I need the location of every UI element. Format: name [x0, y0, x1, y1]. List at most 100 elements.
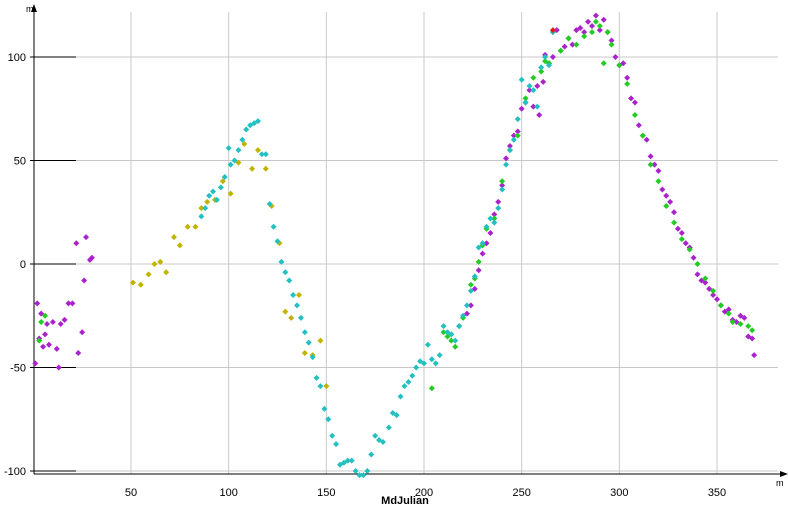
data-point — [514, 128, 521, 135]
data-point — [624, 74, 631, 81]
data-point — [385, 424, 392, 431]
data-point — [491, 219, 498, 226]
data-point — [282, 269, 289, 276]
data-point — [479, 250, 486, 257]
data-point — [356, 472, 363, 479]
data-point — [471, 273, 478, 280]
data-point — [592, 12, 599, 19]
data-point — [514, 132, 521, 139]
x-tick-label: 250 — [512, 487, 530, 499]
data-point — [424, 341, 431, 348]
data-point — [631, 111, 638, 118]
data-point — [467, 287, 474, 294]
data-point — [495, 198, 502, 205]
y-tick-label: 50 — [14, 156, 26, 168]
data-point — [227, 190, 234, 197]
data-point — [436, 352, 443, 359]
data-point — [463, 302, 470, 309]
data-point — [671, 209, 678, 216]
data-point — [479, 240, 486, 247]
data-point — [487, 215, 494, 222]
data-point — [221, 174, 228, 181]
data-point — [157, 258, 164, 265]
data-point — [729, 318, 736, 325]
data-point — [491, 211, 498, 218]
data-point — [65, 300, 72, 307]
data-point — [565, 35, 572, 42]
data-point — [282, 308, 289, 315]
data-point — [456, 323, 463, 330]
data-point — [235, 147, 242, 154]
data-point — [32, 360, 39, 367]
data-point — [83, 234, 90, 241]
data-point — [241, 140, 248, 147]
data-point — [499, 186, 506, 193]
data-point — [217, 184, 224, 191]
data-point — [631, 99, 638, 106]
y-tick-label: -100 — [4, 466, 26, 478]
data-point — [538, 64, 545, 71]
data-point — [329, 432, 336, 439]
data-point — [596, 22, 603, 29]
data-point — [690, 254, 697, 261]
data-point — [274, 238, 281, 245]
data-point — [546, 62, 553, 69]
data-point — [309, 354, 316, 361]
data-point — [510, 136, 517, 143]
data-point — [360, 472, 367, 479]
data-point — [432, 360, 439, 367]
data-point — [88, 254, 95, 261]
data-point — [202, 205, 209, 212]
data-point — [475, 258, 482, 265]
data-point — [79, 329, 86, 336]
data-point — [647, 153, 654, 160]
data-point — [534, 82, 541, 89]
data-point — [530, 103, 537, 110]
data-point — [301, 350, 308, 357]
data-point — [36, 337, 43, 344]
data-point — [206, 192, 213, 199]
data-point — [258, 151, 265, 158]
data-point — [536, 111, 543, 118]
data-point — [710, 292, 717, 299]
data-point — [624, 80, 631, 87]
data-point — [671, 219, 678, 226]
data-point — [231, 157, 238, 164]
data-point — [557, 47, 564, 54]
data-point — [495, 205, 502, 212]
data-point — [198, 213, 205, 220]
data-point — [176, 242, 183, 249]
data-point — [49, 318, 56, 325]
data-point — [313, 374, 320, 381]
y-tick-label: 0 — [20, 259, 26, 271]
data-point — [42, 331, 49, 338]
data-point — [573, 41, 580, 48]
data-point — [352, 468, 359, 474]
data-point — [475, 244, 482, 251]
data-point — [405, 378, 412, 385]
data-point — [372, 432, 379, 439]
data-point — [421, 360, 427, 367]
data-point — [549, 27, 556, 34]
data-point — [204, 198, 211, 205]
data-point — [40, 343, 47, 350]
data-point — [678, 236, 685, 243]
y-axis-arrow — [31, 4, 37, 12]
data-point — [751, 352, 758, 359]
data-point — [694, 271, 701, 278]
x-tick-label: 100 — [219, 487, 237, 499]
data-point — [368, 451, 375, 458]
data-point — [460, 312, 467, 319]
data-point — [616, 62, 623, 69]
data-point — [344, 457, 351, 464]
data-point — [452, 337, 459, 344]
data-point — [225, 145, 232, 152]
tick-labels: 50 100 150 200 250 300 350 -100 -50 0 50 100 — [4, 52, 726, 499]
data-points — [32, 12, 758, 479]
data-point — [294, 302, 301, 309]
data-point — [506, 143, 513, 150]
series-5 — [549, 27, 556, 34]
data-point — [600, 60, 607, 67]
data-point — [663, 192, 670, 199]
data-point — [129, 279, 136, 286]
